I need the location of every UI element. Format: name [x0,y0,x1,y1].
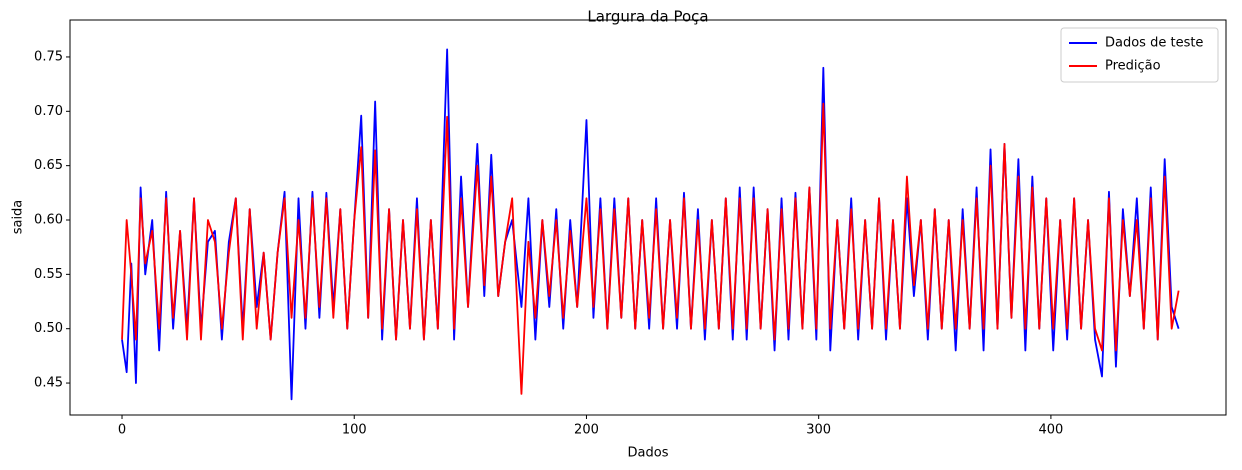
y-tick-label: 0.75 [34,49,63,64]
y-tick-label: 0.70 [34,104,63,119]
y-tick-label: 0.45 [34,376,63,391]
x-tick-label: 0 [118,423,126,438]
x-tick-label: 400 [1038,423,1063,438]
plot-frame [69,19,1227,416]
y-tick-label: 0.50 [34,321,63,336]
y-tick-label: 0.65 [34,158,63,173]
y-axis-label: saida [11,200,26,235]
legend-box [1060,27,1219,83]
chart-title: Largura da Poça [587,8,708,26]
line-series [121,102,1180,395]
legend-label: Predição [1105,59,1161,74]
x-tick-label: 100 [342,423,367,438]
y-tick-label: 0.60 [34,213,63,228]
x-axis-label: Dados [628,446,669,461]
x-tick-label: 300 [806,423,831,438]
legend-label: Dados de teste [1105,36,1203,51]
y-tick-label: 0.55 [34,267,63,282]
x-tick-label: 200 [574,423,599,438]
